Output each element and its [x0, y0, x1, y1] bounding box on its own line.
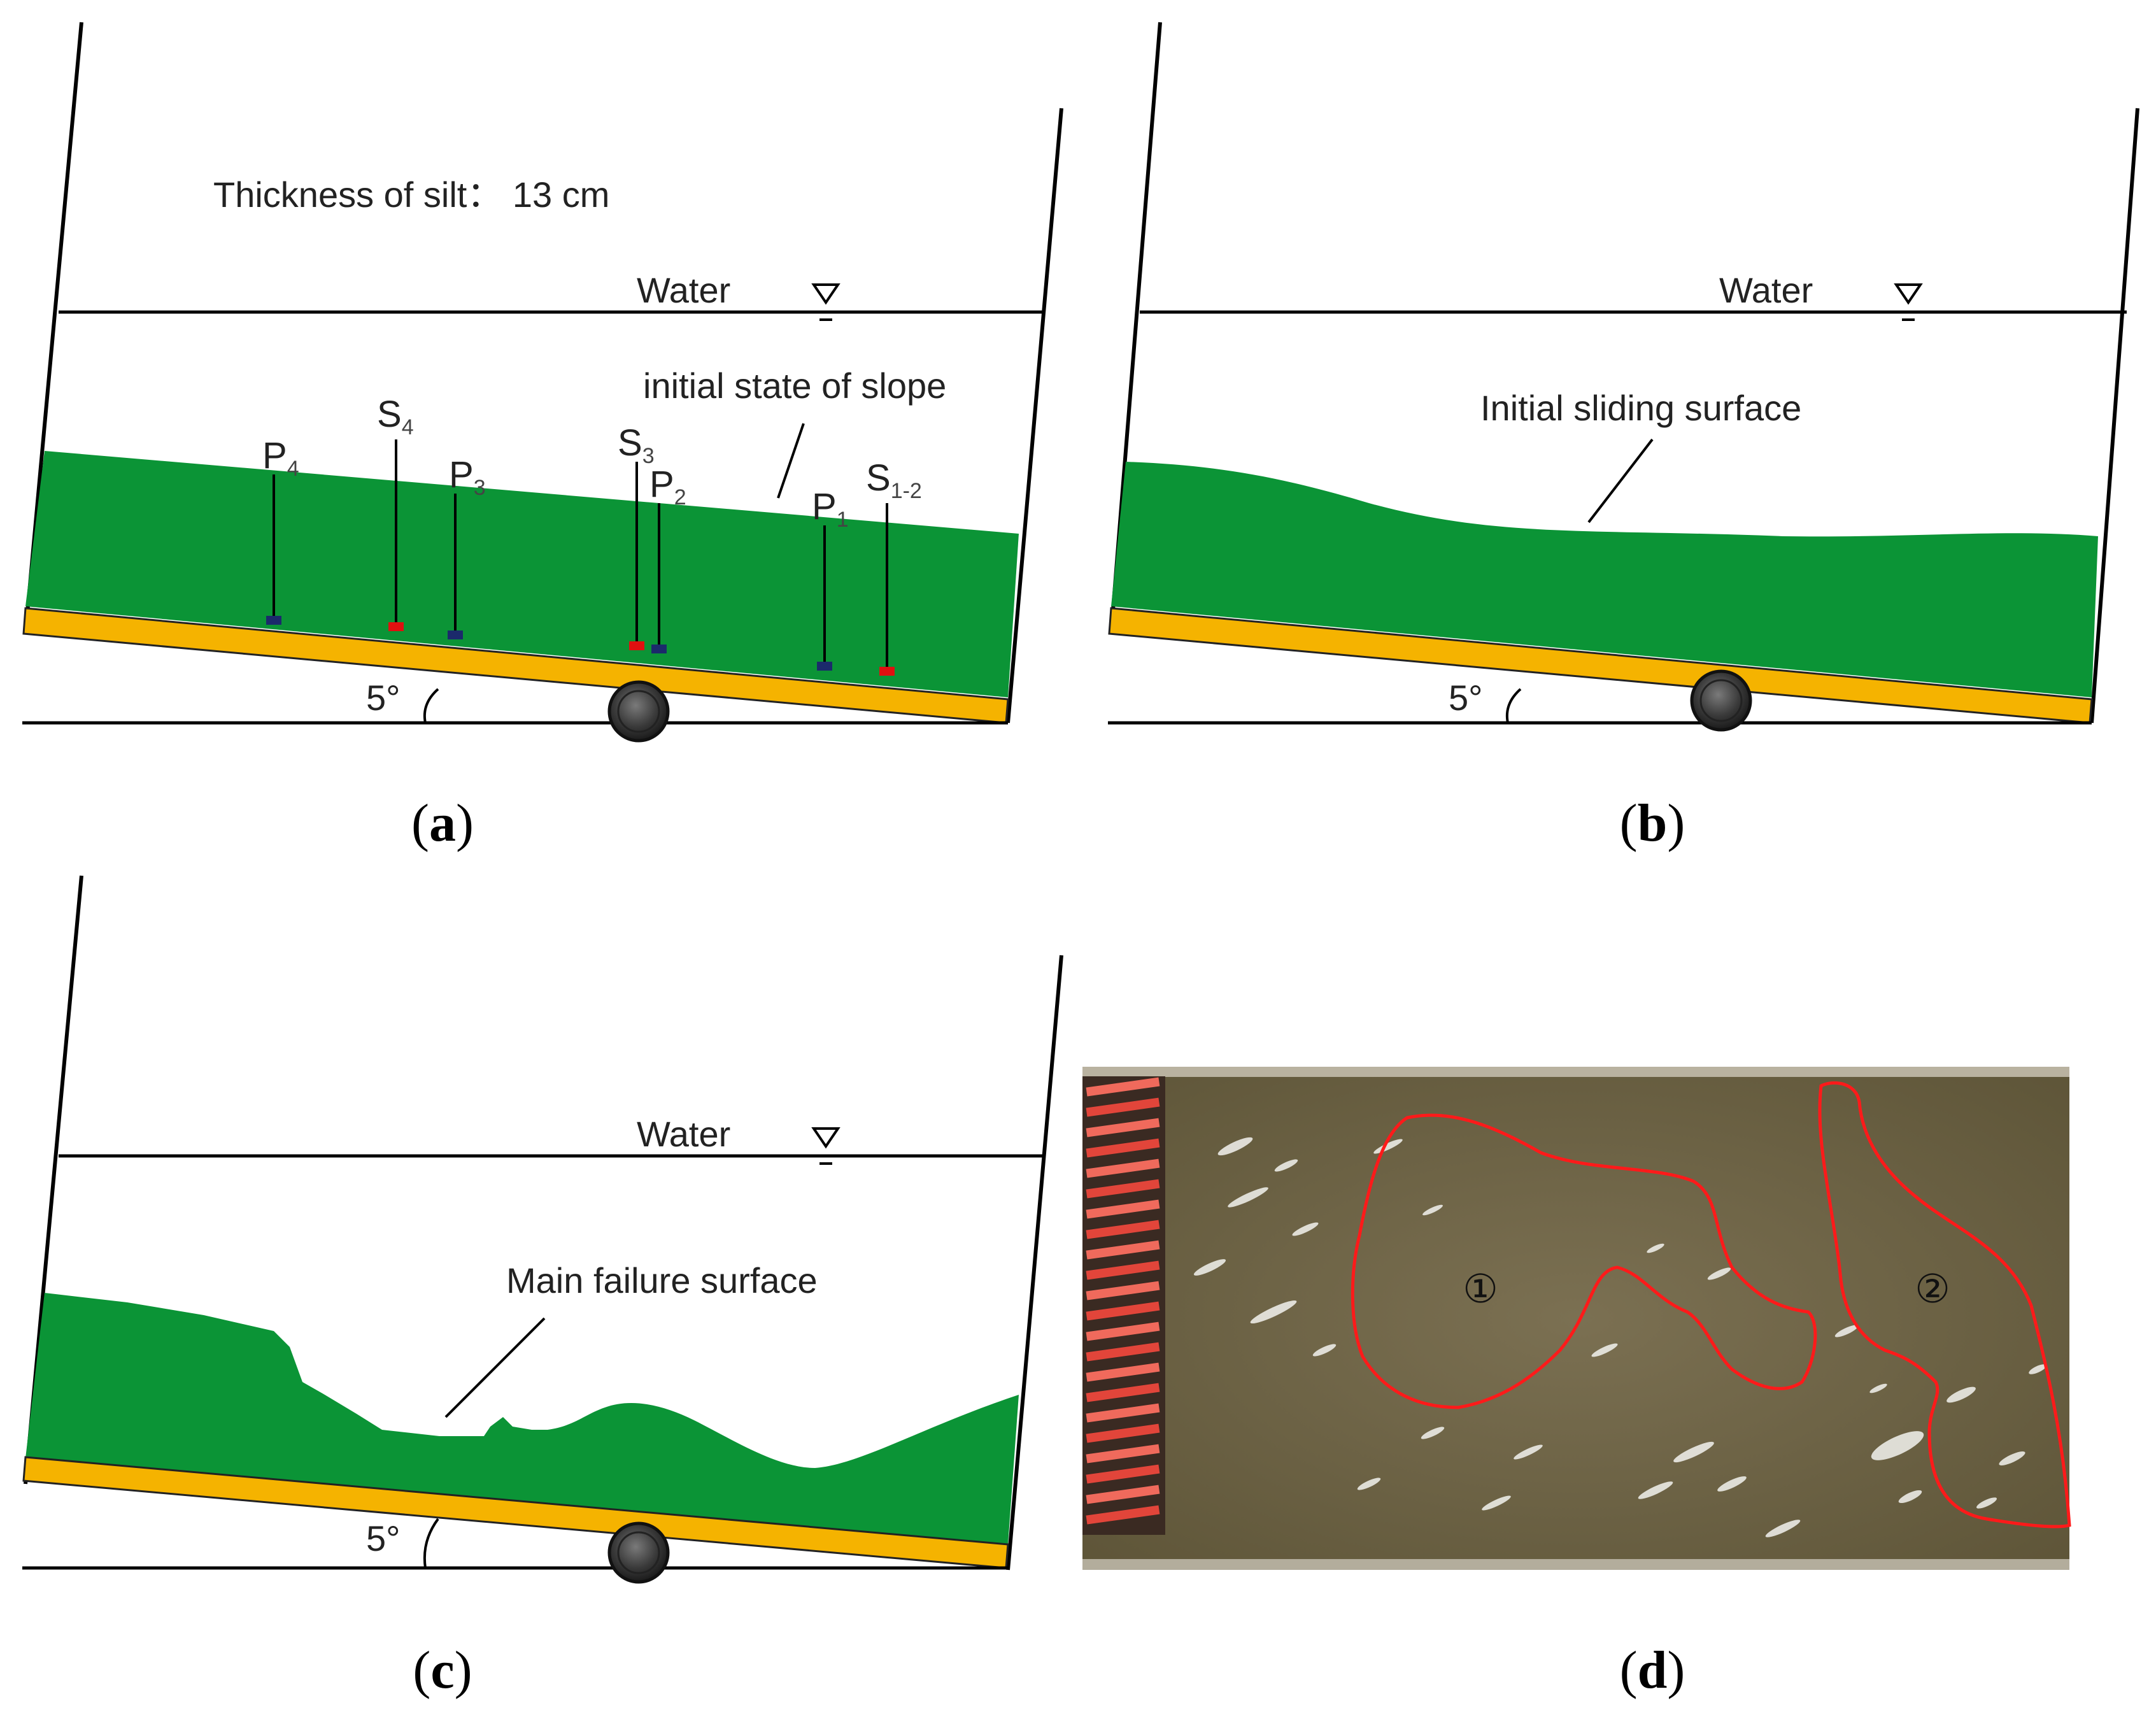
sensor-label: P3	[449, 454, 486, 500]
water-label: Water	[1719, 270, 1813, 310]
angle-arc	[1506, 688, 1522, 723]
right-wall	[2090, 108, 2139, 723]
sensor-p3: P3	[448, 454, 486, 639]
water-level-icon	[811, 1127, 840, 1165]
sensor-label: S4	[377, 394, 414, 439]
caption-a: (a)	[411, 794, 474, 853]
sensor-tip	[651, 645, 667, 653]
sensor-label: S1-2	[866, 457, 922, 503]
sensor-tip	[879, 667, 895, 676]
failure-zone-2-outline	[1818, 1081, 2071, 1528]
sensor-s12: S1-2	[866, 457, 922, 676]
silt-layer	[1111, 462, 2098, 697]
caption-c: (c)	[413, 1641, 472, 1700]
water-level-icon	[1894, 283, 1923, 321]
slope-leader	[777, 423, 805, 499]
sensor-p2: P2	[649, 464, 686, 653]
sensor-tip	[266, 616, 281, 625]
angle-label: 5°	[366, 678, 401, 718]
water-level-icon	[811, 283, 840, 321]
surface-label: Main failure surface	[506, 1260, 818, 1300]
panel-c: 5° Water Main failure surface (c)	[22, 875, 1063, 1700]
slope-label: initial state of slope	[643, 366, 946, 406]
panel-a: 5° Thickness of silt： 13 cm Water initia…	[22, 22, 1063, 853]
caption-b: (b)	[1620, 794, 1685, 853]
water-reflections	[1193, 1137, 2046, 1537]
sensor-label: P2	[649, 464, 686, 509]
surface-leader	[444, 1317, 546, 1418]
angle-label: 5°	[1449, 678, 1483, 718]
angle-arc	[423, 688, 439, 723]
sensor-tip	[388, 622, 404, 631]
sensor-tip	[448, 630, 463, 639]
surface-leader	[1587, 438, 1654, 524]
right-wall	[1006, 108, 1063, 723]
water-label: Water	[637, 270, 730, 310]
surface-label: Initial sliding surface	[1480, 388, 1801, 428]
sensor-tip	[629, 641, 644, 650]
sensor-label: P1	[812, 486, 849, 532]
drainage-rack	[1082, 1076, 1165, 1535]
silt-layer	[25, 1293, 1019, 1544]
angle-arc	[423, 1518, 439, 1569]
zone-label-2: ②	[1915, 1267, 1950, 1311]
failure-zone-1-outline	[1351, 1113, 1817, 1409]
flume-photo	[1082, 1067, 2069, 1570]
sensor-label: S3	[618, 422, 655, 468]
water-label: Water	[637, 1114, 730, 1154]
panel-b: 5° Water Initial sliding surface (b)	[1108, 22, 2139, 853]
right-wall	[1006, 955, 1063, 1571]
sensor-label: P4	[262, 435, 299, 481]
sensor-tip	[817, 662, 832, 671]
panel-d: ① ② (d)	[1082, 1067, 2071, 1700]
zone-label-1: ①	[1463, 1267, 1498, 1311]
angle-label: 5°	[366, 1518, 401, 1558]
sensor-p4: P4	[262, 435, 299, 625]
sensor-p1: P1	[812, 486, 849, 671]
thickness-label: Thickness of silt： 13 cm	[213, 175, 609, 215]
sensor-s4: S4	[377, 394, 414, 631]
caption-d: (d)	[1620, 1641, 1685, 1700]
sensor-s3: S3	[618, 422, 655, 650]
